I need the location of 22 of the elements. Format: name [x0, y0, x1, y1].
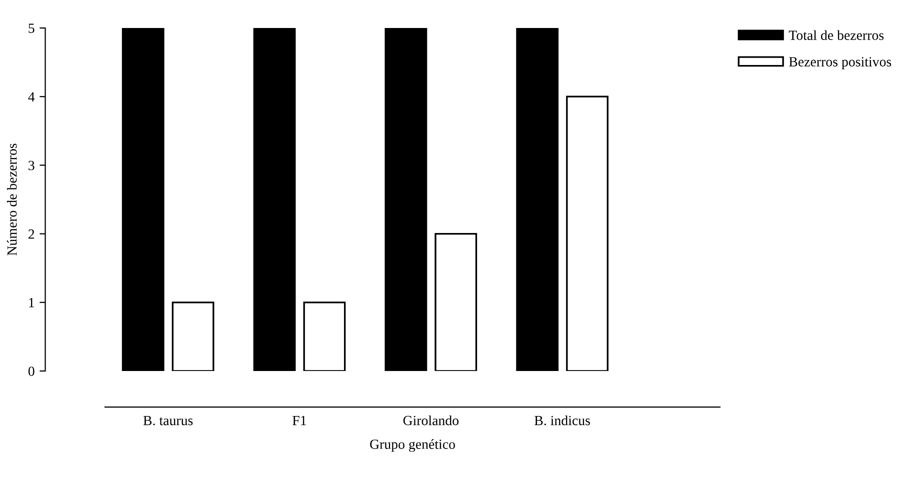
bar [566, 96, 608, 371]
bar [384, 28, 428, 371]
y-tick-label: 5 [28, 24, 34, 33]
bar [122, 28, 164, 371]
bar [516, 28, 559, 371]
legend-label: Bezerros positivos [789, 57, 892, 70]
x-tick-label: B. indicus [534, 415, 590, 426]
x-tick-label: Girolando [403, 415, 459, 426]
y-tick-label: 0 [28, 366, 34, 376]
y-tick-label: 2 [28, 229, 34, 239]
y-tick-label: 3 [28, 160, 34, 170]
y-tick-label: 4 [28, 92, 35, 102]
bar [253, 28, 296, 371]
y-axis-title: Número de bezerros [6, 144, 17, 256]
bar [303, 302, 346, 371]
legend-label: Total de bezerros [788, 30, 884, 40]
x-axis-title: Grupo genético [370, 439, 455, 452]
x-tick-label: B. taurus [143, 416, 193, 426]
bar [434, 232, 478, 371]
y-tick-label: 1 [29, 298, 34, 308]
x-tick-label: F1 [292, 416, 306, 426]
bar [172, 302, 214, 371]
